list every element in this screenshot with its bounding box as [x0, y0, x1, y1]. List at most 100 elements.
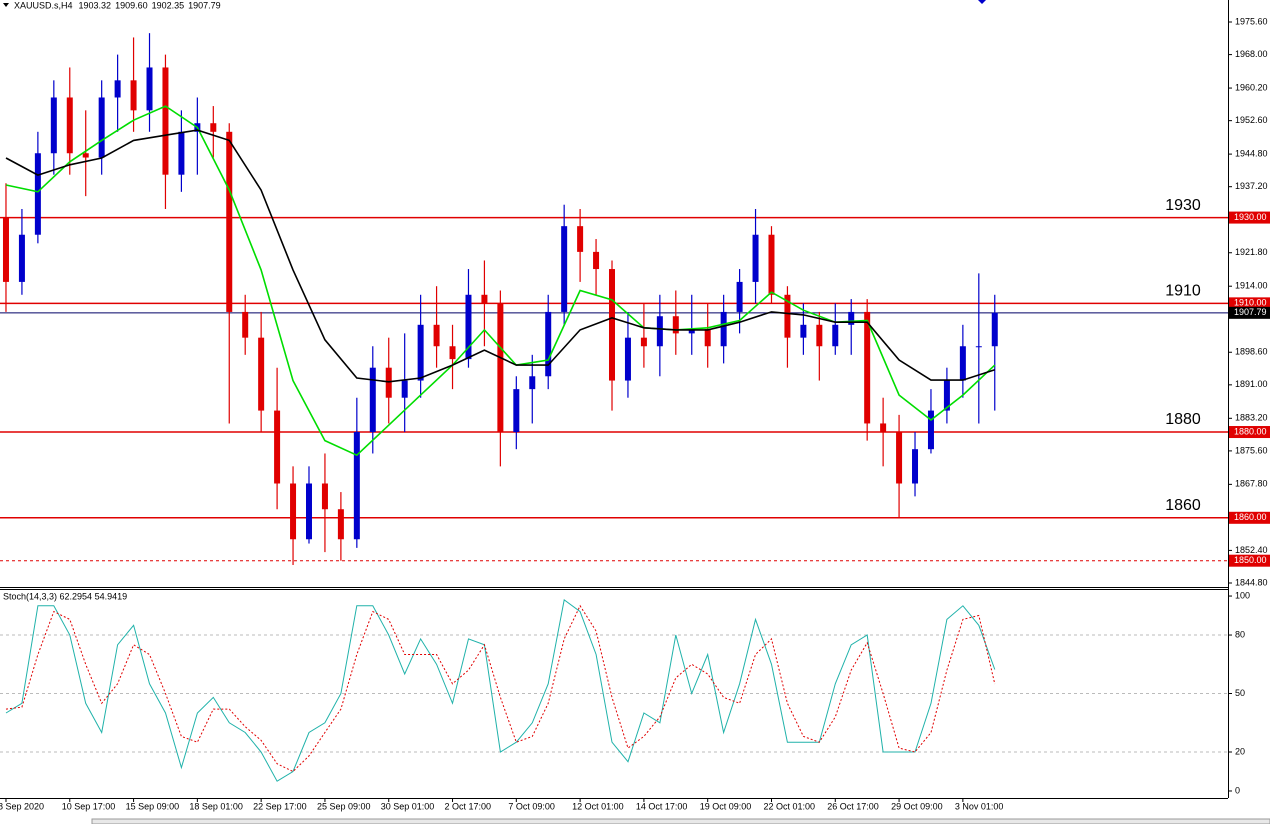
candle-body — [449, 346, 456, 360]
x-tick-label: 3 Nov 01:00 — [955, 801, 1004, 811]
x-tick-label: 10 Sep 17:00 — [62, 801, 116, 811]
candle-body — [609, 269, 616, 381]
candle-body — [2, 217, 9, 282]
y-tick-label: 80 — [1235, 629, 1245, 639]
x-tick-label: 25 Sep 09:00 — [317, 801, 371, 811]
price-tag-label: 1930.00 — [1234, 212, 1267, 222]
candle-body — [497, 303, 504, 433]
price-tag — [1229, 554, 1270, 567]
candle-body — [545, 311, 552, 377]
y-tick-label: 1975.60 — [1235, 16, 1268, 26]
y-tick-label: 1937.20 — [1235, 181, 1268, 191]
header-value: 1907.79 — [188, 0, 221, 10]
price-tag-label: 1880.00 — [1234, 426, 1267, 436]
price-tag — [1229, 297, 1270, 310]
x-tick-label: 22 Sep 17:00 — [253, 801, 307, 811]
candle-body — [433, 324, 440, 347]
level-label: 1880 — [1165, 411, 1201, 428]
candle-body — [896, 432, 903, 484]
x-tick-label: 12 Oct 01:00 — [572, 801, 624, 811]
candle-body — [50, 97, 57, 154]
candle-body — [864, 311, 871, 424]
header-value: 1903.32 — [79, 0, 112, 10]
candle-body — [688, 329, 695, 334]
candle-body — [98, 97, 105, 158]
candle-body — [210, 123, 217, 132]
y-tick-label: 1883.20 — [1235, 413, 1268, 423]
y-tick-label: 50 — [1235, 688, 1245, 698]
y-tick-label: 1898.60 — [1235, 347, 1268, 357]
candle-body — [927, 410, 934, 450]
y-tick-label: 1944.80 — [1235, 148, 1268, 158]
candle-body — [82, 153, 89, 158]
y-tick-label: 1891.00 — [1235, 379, 1268, 389]
candle-body — [656, 316, 663, 347]
candle-body — [704, 329, 711, 347]
candle-body — [752, 234, 759, 282]
candle-body — [593, 251, 600, 270]
price-tag-label: 1910.00 — [1234, 298, 1267, 308]
candle-body — [162, 67, 169, 175]
candle-body — [991, 312, 998, 347]
candle-body — [513, 389, 520, 433]
candle-body — [18, 234, 25, 282]
candle-body — [640, 337, 647, 347]
candle-body — [800, 324, 807, 338]
y-tick-label: 1844.80 — [1235, 577, 1268, 587]
candle-body — [66, 97, 73, 154]
candle-body — [258, 337, 265, 411]
moving-average — [5, 129, 996, 383]
level-label: 1910 — [1165, 283, 1201, 300]
stochastic-line — [5, 604, 996, 773]
candle-body — [305, 483, 312, 540]
candle-body — [401, 380, 408, 398]
x-tick-label: 2 Oct 17:00 — [445, 801, 492, 811]
candle-body — [848, 311, 855, 325]
x-tick-label: 14 Oct 17:00 — [636, 801, 688, 811]
x-tick-label: 29 Oct 09:00 — [891, 801, 943, 811]
x-tick-label: 26 Oct 17:00 — [827, 801, 879, 811]
candle-body — [226, 131, 233, 312]
y-tick-label: 100 — [1235, 590, 1250, 600]
candle-body — [736, 281, 743, 312]
current-price-tag — [1229, 306, 1270, 319]
indicator-title: Stoch(14,3,3) 62.2954 54.9419 — [3, 591, 127, 601]
price-tag — [1229, 426, 1270, 439]
candle-body — [816, 324, 823, 347]
candle-body — [242, 311, 249, 338]
candle-body — [768, 234, 775, 295]
price-tag-label: 1850.00 — [1234, 555, 1267, 565]
candle-body — [561, 226, 568, 312]
stochastic-line — [5, 599, 996, 782]
level-label: 1860 — [1165, 497, 1201, 514]
candle-body — [337, 509, 344, 540]
candle-body — [481, 294, 488, 304]
y-tick-label: 1952.60 — [1235, 115, 1268, 125]
candle-body — [465, 294, 472, 360]
y-tick-label: 1960.20 — [1235, 82, 1268, 92]
candle-body — [321, 483, 328, 510]
candle-body — [880, 423, 887, 433]
y-tick-label: 1852.40 — [1235, 545, 1268, 555]
y-tick-label: 0 — [1235, 785, 1240, 795]
candle-body — [624, 337, 631, 381]
x-tick-label: 19 Oct 09:00 — [700, 801, 752, 811]
price-tag — [1229, 511, 1270, 524]
candle-body — [959, 346, 966, 381]
x-tick-label: 7 Oct 09:00 — [508, 801, 555, 811]
candle-body — [146, 67, 153, 111]
price-tag-label: 1860.00 — [1234, 512, 1267, 522]
x-tick-label: 22 Oct 01:00 — [763, 801, 815, 811]
candle-body — [274, 410, 281, 484]
candle-body — [529, 376, 536, 390]
header-value: 1902.35 — [152, 0, 185, 10]
x-tick-label: 15 Sep 09:00 — [126, 801, 180, 811]
scrollbar — [91, 818, 1270, 824]
candle-body — [130, 80, 137, 111]
candle-body — [178, 131, 185, 175]
x-tick-label: 30 Sep 01:00 — [381, 801, 435, 811]
x-tick-label: 8 Sep 2020 — [0, 801, 44, 811]
current-price-label: 1907.79 — [1234, 307, 1267, 317]
